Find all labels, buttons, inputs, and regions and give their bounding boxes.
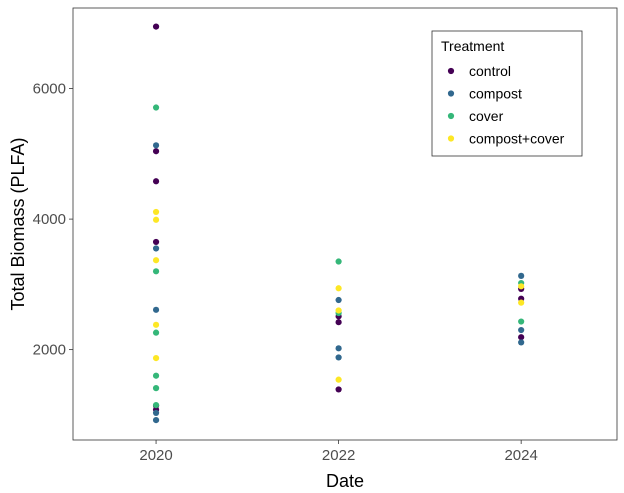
legend-label: cover (469, 108, 504, 124)
data-point-compost-cover (518, 299, 525, 306)
data-point-cover (335, 258, 342, 265)
legend-items: control compost cover compost+cover (447, 63, 565, 147)
legend-key-compost (447, 90, 455, 97)
data-point-compost-cover (335, 376, 342, 383)
data-point-compost (335, 296, 342, 304)
y-tick-label: 6000 (33, 81, 66, 98)
data-point-compost (152, 142, 160, 149)
data-point-control (152, 148, 160, 155)
data-points (152, 23, 525, 424)
legend-label: control (469, 63, 511, 79)
data-point-cover (152, 329, 160, 336)
data-point-control (152, 238, 160, 246)
data-point-compost (152, 409, 160, 417)
axis-ticks: 2020 2022 2024 2000 4000 6000 (33, 81, 538, 464)
legend-title: Treatment (441, 38, 504, 54)
legend-key-cover (447, 112, 455, 120)
legend-key-control (447, 67, 455, 75)
data-point-compost-cover (152, 208, 160, 216)
data-point-compost-cover (335, 307, 342, 314)
legend-label: compost+cover (469, 131, 565, 147)
legend-key-compost-cover (447, 135, 455, 142)
x-axis-title: Date (326, 471, 364, 491)
x-tick-label: 2022 (322, 447, 355, 464)
y-tick-label: 2000 (33, 342, 66, 359)
data-point-compost (152, 245, 160, 252)
data-point-cover (152, 401, 160, 409)
data-point-compost (335, 354, 342, 361)
data-point-cover (152, 268, 160, 275)
data-point-compost (518, 326, 525, 334)
data-point-compost (335, 345, 342, 352)
data-point-compost-cover (152, 355, 160, 362)
data-point-cover (518, 318, 525, 325)
data-point-cover (152, 372, 160, 379)
legend: Treatment control compost cover compost+cov… (431, 30, 583, 157)
data-point-compost (152, 306, 160, 313)
data-point-cover (152, 104, 160, 111)
legend-label: compost (469, 86, 522, 102)
data-point-control (518, 334, 525, 341)
y-tick-label: 4000 (33, 211, 66, 228)
data-point-compost (518, 339, 525, 346)
data-point-compost-cover (518, 283, 525, 290)
data-point-control (152, 23, 160, 30)
data-point-control (152, 178, 160, 185)
data-point-compost (152, 416, 160, 424)
data-point-compost-cover (152, 321, 160, 328)
data-point-compost-cover (152, 216, 160, 223)
data-point-compost-cover (152, 257, 160, 264)
data-point-cover (152, 385, 160, 392)
data-point-compost-cover (335, 285, 342, 292)
y-axis-title: Total Biomass (PLFA) (8, 137, 28, 310)
data-point-control (335, 319, 342, 326)
legend-box (431, 30, 583, 157)
x-tick-label: 2024 (504, 447, 537, 464)
x-tick-label: 2020 (139, 447, 172, 464)
data-point-compost (518, 272, 525, 279)
data-point-control (335, 386, 342, 393)
